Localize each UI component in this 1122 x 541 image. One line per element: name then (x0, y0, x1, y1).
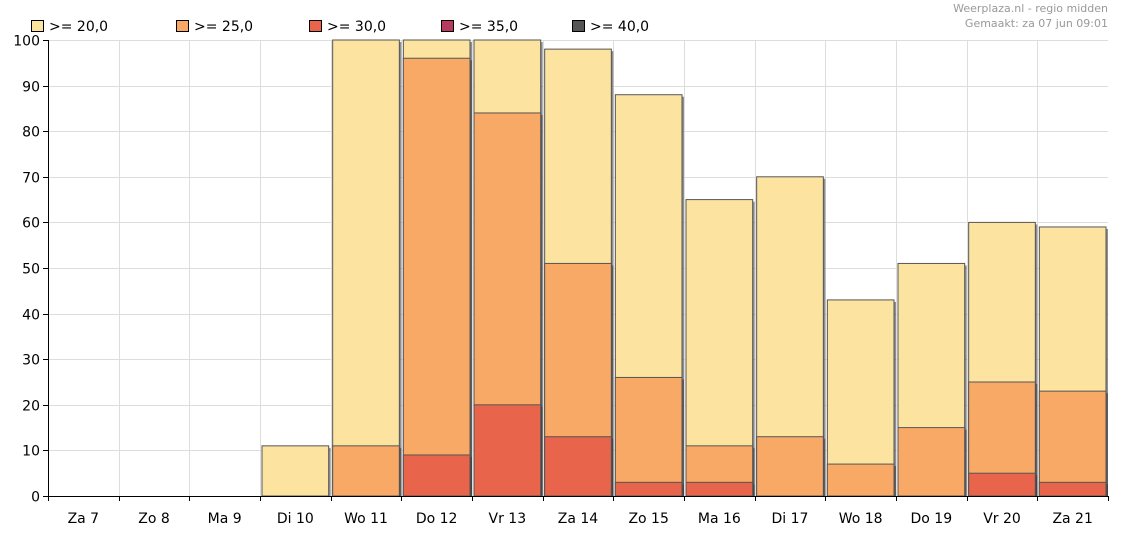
x-tick-label: Za 21 (1052, 511, 1092, 527)
x-tick-label: Ma 16 (698, 511, 741, 527)
legend-label: >= 20,0 (49, 19, 108, 35)
bar-ge30 (968, 472, 1036, 497)
y-tick-label: 20 (22, 399, 40, 415)
bar-ge20 (826, 299, 895, 497)
x-tick-label: Wo 11 (344, 511, 388, 527)
y-tick-label: 80 (22, 125, 40, 141)
y-tick-label: 100 (13, 34, 40, 50)
legend-label: >= 40,0 (590, 19, 649, 35)
legend-swatch (176, 20, 189, 32)
bar-ge30 (544, 436, 612, 497)
bar-ge30 (473, 404, 542, 497)
x-tick-label: Vr 20 (983, 511, 1021, 527)
bar-ge25 (614, 376, 683, 497)
y-tick-label: 30 (22, 353, 40, 369)
bar-ge25 (1038, 390, 1107, 497)
bar-ge20 (261, 445, 330, 497)
x-tick-label: Do 19 (911, 511, 953, 527)
y-tick-label: 0 (31, 490, 40, 506)
legend-swatch (31, 20, 44, 32)
y-tick-label: 40 (22, 308, 40, 324)
legend-swatch (309, 20, 322, 32)
y-tick-label: 10 (22, 444, 40, 460)
y-tick-label: 90 (22, 80, 40, 96)
bar-ge30 (402, 454, 471, 497)
x-tick-label: Do 12 (416, 511, 458, 527)
bar-ge30 (685, 481, 754, 497)
y-tick-label: 50 (22, 262, 40, 278)
x-tick-label: Za 7 (68, 511, 100, 527)
credit-created: Gemaakt: za 07 jun 09:01 (964, 17, 1108, 30)
x-tick-label: Za 14 (558, 511, 599, 527)
bar-ge25 (332, 445, 400, 497)
y-tick-label: 70 (22, 171, 40, 187)
legend-label: >= 30,0 (327, 19, 386, 35)
x-tick-label: Vr 13 (489, 511, 527, 527)
bar-ge20 (332, 39, 400, 497)
bar-ge25 (826, 463, 895, 497)
x-tick-label: Zo 15 (628, 511, 668, 527)
x-tick-label: Di 17 (772, 511, 809, 527)
bar-ge30 (614, 481, 683, 497)
legend-swatch (572, 20, 585, 32)
legend-label: >= 25,0 (194, 19, 253, 35)
y-tick-label: 60 (22, 216, 40, 232)
x-tick-label: Wo 18 (839, 511, 883, 527)
bar-ge25 (897, 427, 966, 497)
bar-ge25 (756, 436, 824, 497)
x-tick-label: Ma 9 (208, 511, 242, 527)
legend-swatch (441, 20, 454, 32)
legend-label: >= 35,0 (459, 19, 518, 35)
credit-source: Weerplaza.nl - regio midden (953, 2, 1108, 15)
bar-ge30 (1038, 481, 1107, 497)
x-tick-label: Di 10 (277, 511, 314, 527)
x-tick-label: Zo 8 (138, 511, 170, 527)
bar-ge25 (402, 57, 471, 497)
